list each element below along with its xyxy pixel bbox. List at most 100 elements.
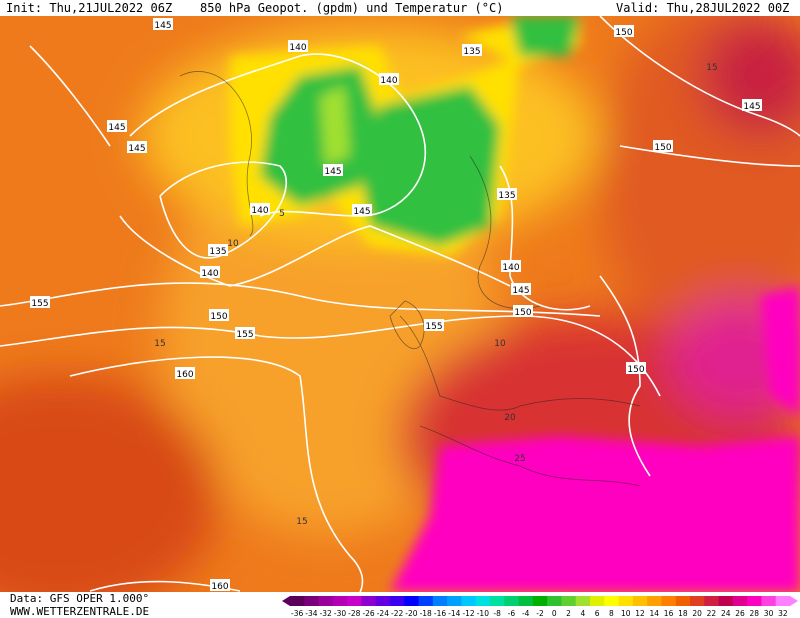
geopotential-label: 135 (463, 47, 480, 57)
temperature-label: 10 (494, 339, 506, 349)
label-box (626, 362, 646, 374)
label-box (614, 25, 634, 37)
colorbar-label: 12 (635, 609, 645, 618)
colorbar-swatch (532, 596, 548, 606)
colorbar-label: 6 (595, 609, 600, 618)
coastlines (179, 71, 641, 487)
colorbar-swatch (318, 596, 334, 606)
colorbar-swatch (632, 596, 648, 606)
weather-map: 1451451451451451451451401401401401401351… (0, 16, 800, 592)
colorbar-label: -20 (405, 609, 417, 618)
label-box (513, 305, 533, 317)
colorbar-swatch (375, 596, 391, 606)
colorbar-swatch (332, 596, 348, 606)
colorbar-label: -2 (536, 609, 544, 618)
colorbar-label: 14 (650, 609, 660, 618)
colorbar-swatch (290, 596, 305, 606)
colorbar-label: 4 (580, 609, 585, 618)
valid-time: Valid: Thu,28JUL2022 00Z (616, 1, 790, 15)
geopotential-label: 150 (615, 28, 632, 38)
geopotential-label: 155 (236, 330, 253, 340)
geopotential-label: 160 (211, 582, 228, 592)
colorbar-label: 10 (621, 609, 631, 618)
label-box (288, 40, 308, 52)
colorbar-swatch (361, 596, 377, 606)
label-box (235, 327, 255, 339)
colorbar-label: 0 (552, 609, 557, 618)
geopotential-label: 140 (380, 76, 397, 86)
website: WWW.WETTERZENTRALE.DE (10, 605, 150, 618)
colorbar-label: -32 (320, 609, 332, 618)
colorbar-label: -30 (334, 609, 346, 618)
geopotential-label: 135 (498, 191, 515, 201)
colorbar-swatch (747, 596, 762, 606)
geopotential-label: 140 (289, 43, 306, 53)
temperature-label: 5 (279, 209, 285, 219)
colorbar-label: -36 (291, 609, 303, 618)
colorbar-arrow-left (282, 596, 290, 606)
colorbar-label: -6 (508, 609, 516, 618)
temperature-label: 15 (154, 339, 165, 349)
colorbar-swatch (432, 596, 448, 606)
geopotential-label: 145 (324, 167, 341, 177)
colorbar-label: -24 (377, 609, 389, 618)
colorbar-label: -34 (305, 609, 317, 618)
geopotential-label: 145 (353, 207, 370, 217)
geopotential-label: 150 (210, 312, 227, 322)
contour-labels: 1451451451451451451451401401401401401351… (30, 18, 762, 592)
label-box (153, 18, 173, 30)
temperature-label: 15 (296, 517, 307, 527)
colorbar-label: 16 (664, 609, 674, 618)
label-box (501, 260, 521, 272)
colorbar-label: -16 (434, 609, 446, 618)
colorbar-swatch (461, 596, 477, 606)
data-source: Data: GFS OPER 1.000° (10, 592, 150, 605)
colorbar-swatch (690, 596, 705, 606)
colorbar-swatch (675, 596, 691, 606)
geopotential-label: 160 (176, 370, 193, 380)
geopotential-label: 145 (743, 102, 760, 112)
geopotential-label: 135 (209, 247, 226, 257)
colorbar-label: 26 (735, 609, 745, 618)
colorbar-label: 30 (764, 609, 774, 618)
colorbar-label: 20 (692, 609, 702, 618)
label-box (175, 367, 195, 379)
colorbar-label: -22 (391, 609, 403, 618)
colorbar-swatch (761, 596, 777, 606)
colorbar-label: -26 (362, 609, 374, 618)
geopotential-label: 145 (128, 144, 145, 154)
temperature-label: 25 (514, 454, 525, 464)
label-box (497, 188, 517, 200)
colorbar-label: -28 (348, 609, 360, 618)
label-box (653, 140, 673, 152)
colorbar-label: 32 (778, 609, 788, 618)
colorbar-swatch (447, 596, 462, 606)
colorbar-label: -18 (420, 609, 432, 618)
label-box (511, 283, 531, 295)
geopotential-label: 145 (108, 123, 125, 133)
colorbar-swatch (561, 596, 577, 606)
label-box (210, 579, 230, 591)
colorbar-label: 22 (707, 609, 717, 618)
colorbar-swatch (647, 596, 662, 606)
colorbar-swatch (590, 596, 605, 606)
colorbar-swatch (490, 596, 505, 606)
label-box (323, 164, 343, 176)
geopotential-label: 150 (654, 143, 671, 153)
label-box (462, 44, 482, 56)
map-title: 850 hPa Geopot. (gpdm) und Temperatur (°… (200, 1, 504, 15)
geopotential-label: 150 (514, 308, 531, 318)
label-box (379, 73, 399, 85)
colorbar-swatch (347, 596, 362, 606)
colorbar-swatch (575, 596, 591, 606)
colorbar-label: 24 (721, 609, 731, 618)
temperature-label: 10 (227, 239, 239, 249)
init-time: Init: Thu,21JUL2022 06Z (6, 1, 173, 15)
label-box (30, 296, 50, 308)
colorbar-label: -4 (522, 609, 530, 618)
temperature-label: 15 (706, 63, 717, 73)
colorbar-label: -12 (462, 609, 474, 618)
label-box (209, 309, 229, 321)
colorbar-swatch (504, 596, 520, 606)
colorbar-label: 18 (678, 609, 688, 618)
